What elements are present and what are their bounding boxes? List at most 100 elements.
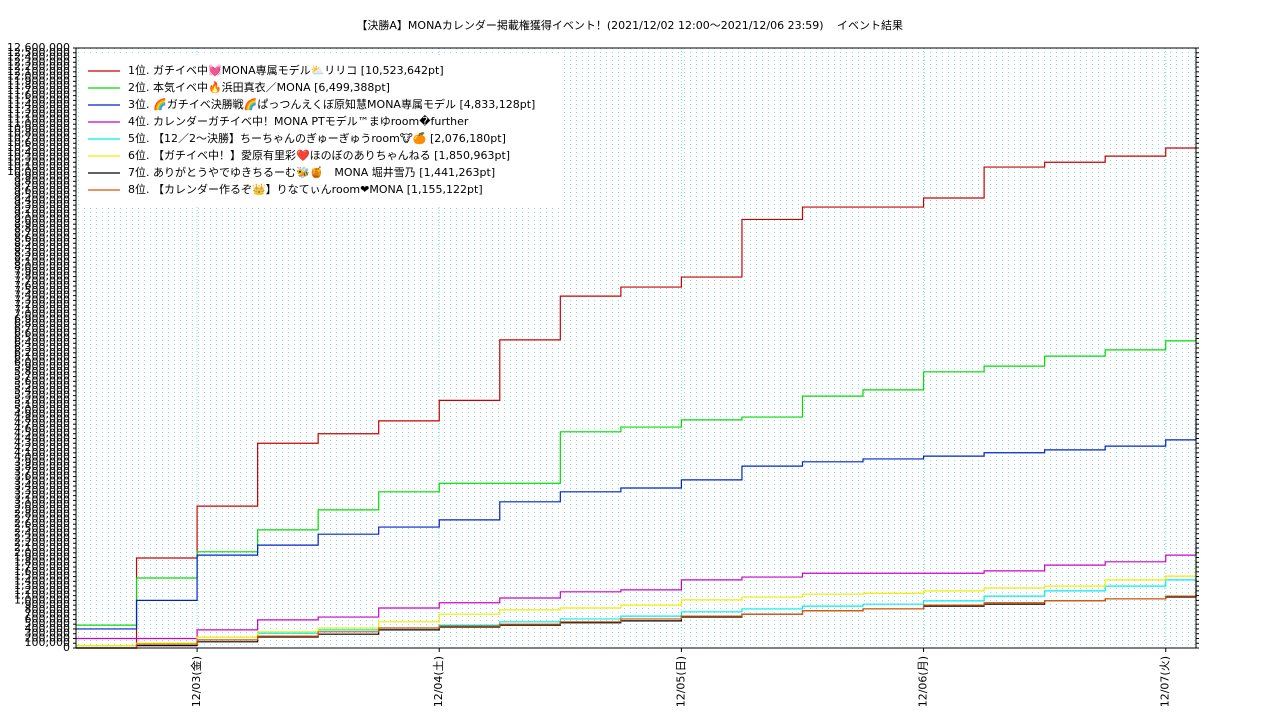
y-tick-label: 8,700,000 bbox=[14, 227, 70, 240]
x-tick-label: 12/04(土) bbox=[432, 656, 445, 707]
y-tick-label: 2,200,000 bbox=[14, 536, 70, 549]
y-tick-label: 5,800,000 bbox=[14, 365, 70, 378]
y-tick-label: 6,600,000 bbox=[14, 327, 70, 340]
y-tick-label: 800,000 bbox=[25, 603, 71, 616]
y-tick-label: 8,400,000 bbox=[14, 241, 70, 254]
y-tick-label: 11,000,000 bbox=[7, 117, 70, 130]
y-tick-label: 1,900,000 bbox=[14, 551, 70, 564]
y-tick-label: 8,300,000 bbox=[14, 246, 70, 259]
y-tick-label: 12,100,000 bbox=[7, 65, 70, 78]
y-tick-label: 1,100,000 bbox=[14, 589, 70, 602]
y-tick-label: 9,200,000 bbox=[14, 203, 70, 216]
series-line bbox=[76, 338, 1197, 626]
y-tick-label: 10,100,000 bbox=[7, 160, 70, 173]
y-tick-label: 4,800,000 bbox=[14, 412, 70, 425]
y-tick-label: 10,500,000 bbox=[7, 141, 70, 154]
x-tick-label: 12/05(日) bbox=[674, 656, 687, 707]
y-tick-label: 8,600,000 bbox=[14, 231, 70, 244]
y-tick-label: 8,800,000 bbox=[14, 222, 70, 235]
y-tick-label: 11,100,000 bbox=[7, 112, 70, 125]
y-tick-label: 3,000,000 bbox=[14, 498, 70, 511]
y-tick-label: 10,400,000 bbox=[7, 146, 70, 159]
x-tick-label: 12/03(金) bbox=[189, 656, 203, 707]
legend-label: 3位. 🌈ガチイベ決勝戦🌈ぱっつんえくぼ原知慧MONA専属モデル [4,833,… bbox=[128, 97, 535, 111]
y-tick-label: 2,500,000 bbox=[14, 522, 70, 535]
y-tick-label: 5,400,000 bbox=[14, 384, 70, 397]
y-tick-label: 12,300,000 bbox=[7, 55, 70, 68]
y-tick-label: 1,200,000 bbox=[14, 584, 70, 597]
y-tick-label: 3,700,000 bbox=[14, 465, 70, 478]
y-tick-label: 11,300,000 bbox=[7, 103, 70, 116]
axes: 0100,000200,000300,000400,000500,000600,… bbox=[7, 41, 1199, 707]
y-tick-label: 2,900,000 bbox=[14, 503, 70, 516]
y-tick-label: 9,000,000 bbox=[14, 212, 70, 225]
y-tick-label: 1,500,000 bbox=[14, 570, 70, 583]
series-line bbox=[76, 559, 1197, 647]
legend-label: 7位. ありがとうやでゆきちるーむ🐝🍯 MONA 堀井雪乃 [1,441,263… bbox=[128, 165, 495, 179]
chart-title: 【決勝A】MONAカレンダー掲載権獲得イベント！(2021/12/02 12:0… bbox=[356, 18, 823, 32]
y-tick-label: 5,200,000 bbox=[14, 393, 70, 406]
y-tick-label: 7,900,000 bbox=[14, 265, 70, 278]
y-tick-label: 8,000,000 bbox=[14, 260, 70, 273]
y-tick-label: 3,600,000 bbox=[14, 470, 70, 483]
y-tick-label: 9,500,000 bbox=[14, 189, 70, 202]
y-tick-label: 6,500,000 bbox=[14, 331, 70, 344]
y-tick-label: 3,900,000 bbox=[14, 455, 70, 468]
y-tick-label: 1,000,000 bbox=[14, 593, 70, 606]
y-tick-label: 1,600,000 bbox=[14, 565, 70, 578]
y-tick-label: 11,800,000 bbox=[7, 79, 70, 92]
series-line bbox=[76, 592, 1197, 649]
legend-box bbox=[82, 55, 560, 205]
series-line bbox=[76, 417, 1197, 630]
y-tick-label: 11,500,000 bbox=[7, 93, 70, 106]
y-tick-label: 4,700,000 bbox=[14, 417, 70, 430]
series-line bbox=[76, 146, 1197, 649]
y-tick-label: 5,700,000 bbox=[14, 370, 70, 383]
y-tick-label: 4,000,000 bbox=[14, 451, 70, 464]
y-tick-label: 200,000 bbox=[25, 631, 71, 644]
legend-label: 4位. カレンダーガチイベ中！MONA PTモデル™まゆroom�further bbox=[128, 114, 469, 128]
y-tick-label: 500,000 bbox=[25, 617, 71, 630]
y-tick-label: 2,800,000 bbox=[14, 508, 70, 521]
y-tick-label: 1,400,000 bbox=[14, 574, 70, 587]
y-tick-label: 11,700,000 bbox=[7, 84, 70, 97]
y-tick-label: 12,000,000 bbox=[7, 70, 70, 83]
y-tick-label: 700,000 bbox=[25, 608, 71, 621]
y-tick-label: 6,900,000 bbox=[14, 312, 70, 325]
y-tick-label: 12,400,000 bbox=[7, 51, 70, 64]
y-tick-label: 3,100,000 bbox=[14, 493, 70, 506]
legend-label: 2位. 本気イベ中🔥浜田真衣／MONA [6,499,388pt] bbox=[128, 80, 390, 94]
y-tick-label: 900,000 bbox=[25, 598, 71, 611]
legend: 1位. ガチイベ中💓MONA専属モデル⛅リリコ [10,523,642pt] 2位… bbox=[88, 63, 535, 196]
y-tick-label: 10,000,000 bbox=[7, 165, 70, 178]
y-tick-label: 8,500,000 bbox=[14, 236, 70, 249]
x-tick-label: 12/07(火) bbox=[1159, 656, 1172, 707]
y-tick-label: 11,900,000 bbox=[7, 74, 70, 87]
y-tick-label: 400,000 bbox=[25, 622, 71, 635]
y-tick-label: 2,300,000 bbox=[14, 531, 70, 544]
y-tick-label: 4,600,000 bbox=[14, 422, 70, 435]
y-tick-label: 12,600,000 bbox=[7, 41, 70, 54]
y-tick-label: 300,000 bbox=[25, 627, 71, 640]
y-tick-label: 12,200,000 bbox=[7, 60, 70, 73]
y-tick-label: 6,300,000 bbox=[14, 341, 70, 354]
y-tick-label: 10,600,000 bbox=[7, 136, 70, 149]
y-tick-label: 11,400,000 bbox=[7, 98, 70, 111]
y-tick-label: 2,700,000 bbox=[14, 512, 70, 525]
y-tick-label: 11,600,000 bbox=[7, 89, 70, 102]
y-tick-label: 9,300,000 bbox=[14, 198, 70, 211]
y-tick-label: 5,500,000 bbox=[14, 379, 70, 392]
series-line bbox=[76, 544, 1197, 640]
y-tick-label: 9,600,000 bbox=[14, 184, 70, 197]
y-tick-label: 4,200,000 bbox=[14, 441, 70, 454]
y-tick-label: 9,400,000 bbox=[14, 193, 70, 206]
y-tick-label: 7,000,000 bbox=[14, 308, 70, 321]
y-tick-label: 9,700,000 bbox=[14, 179, 70, 192]
y-tick-label: 9,100,000 bbox=[14, 208, 70, 221]
y-tick-label: 1,300,000 bbox=[14, 579, 70, 592]
legend-label: 8位. 【カレンダー作るぞ👑】りなてぃんroom❤MONA [1,155,122… bbox=[128, 182, 483, 196]
legend-label: 5位. 【12／2〜決勝】ちーちゃんのぎゅーぎゅうroom🐮🍊 [2,076,1… bbox=[128, 131, 506, 145]
y-tick-label: 6,700,000 bbox=[14, 322, 70, 335]
